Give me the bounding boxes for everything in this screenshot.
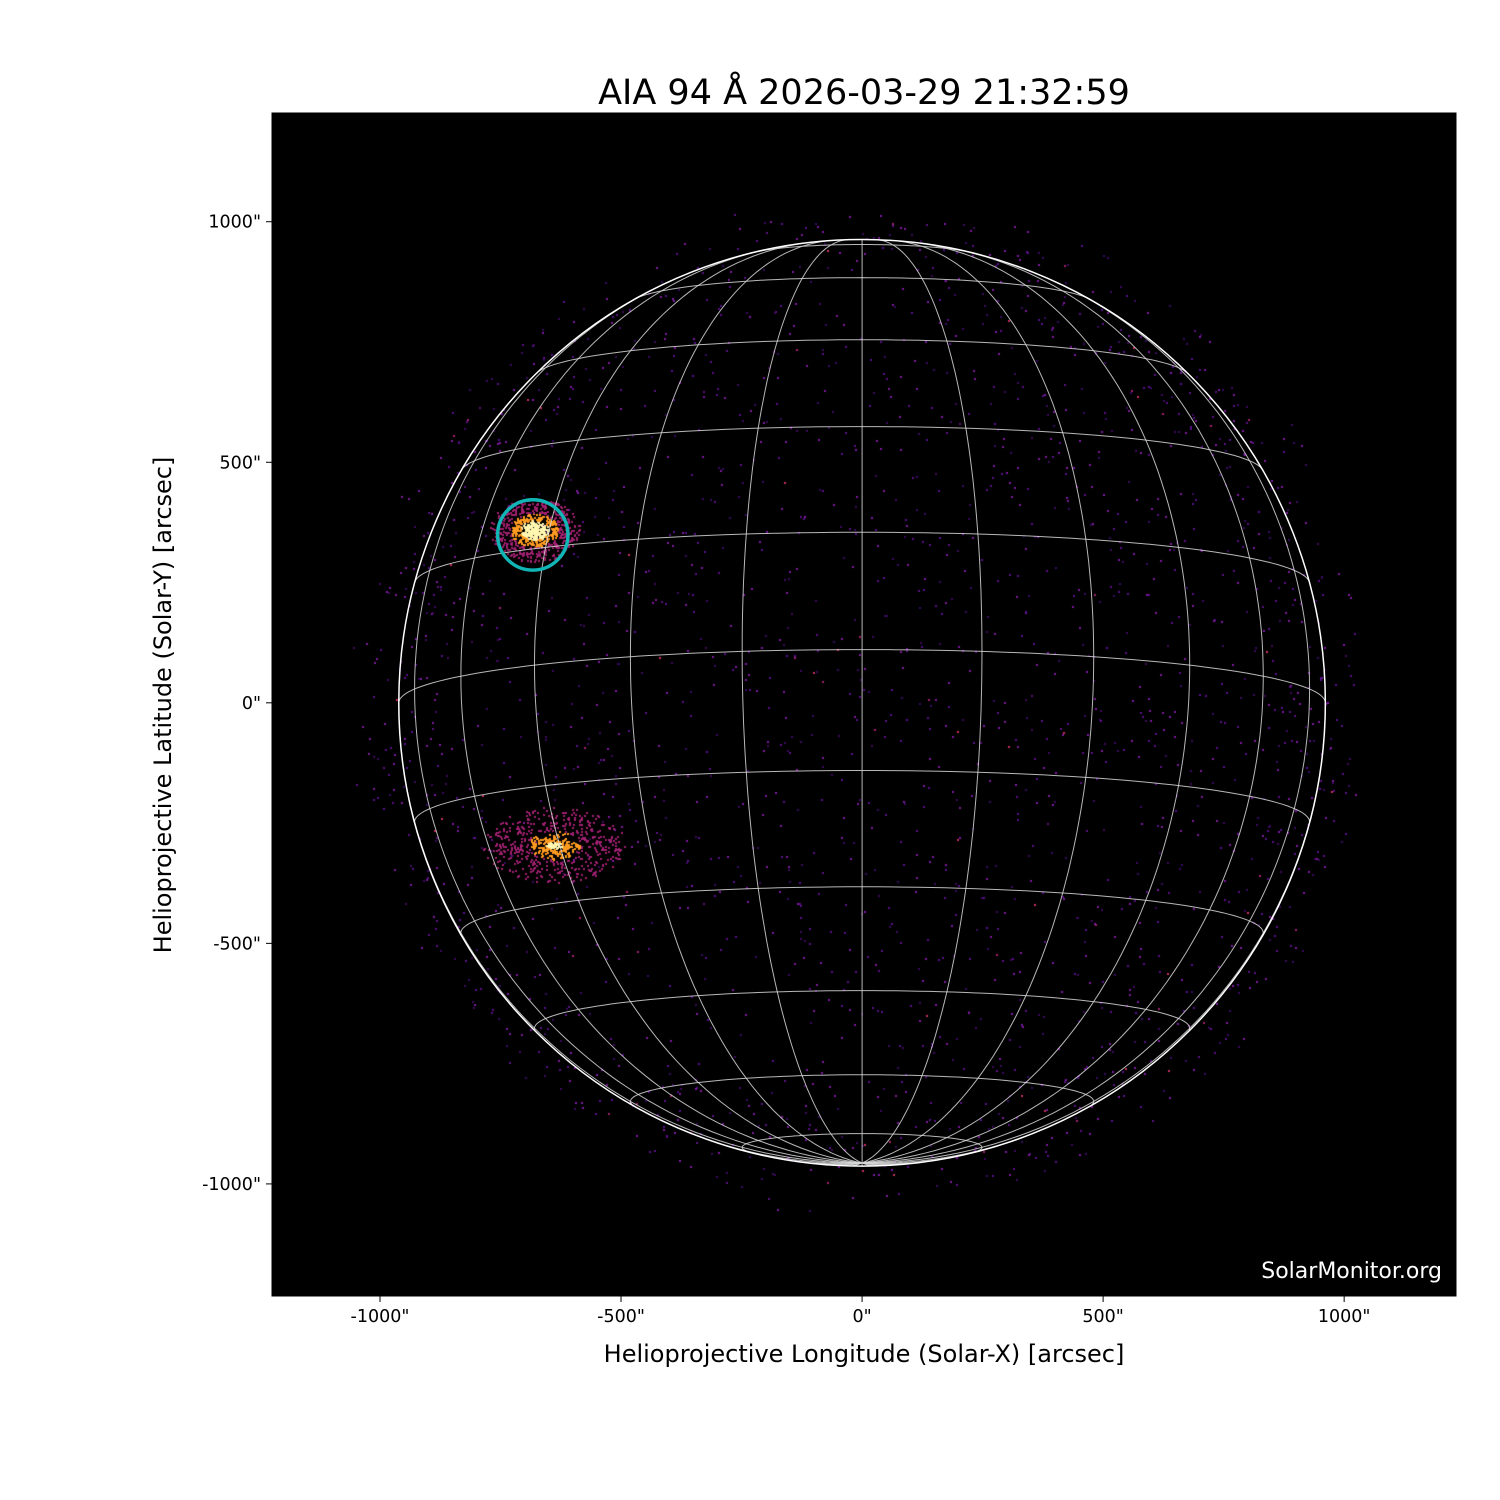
y-tick-label: 0" bbox=[242, 694, 261, 714]
y-tick-label: 1000" bbox=[208, 213, 261, 233]
longitude-line bbox=[861, 240, 1095, 1164]
x-tick-label: 500" bbox=[1082, 1307, 1123, 1327]
region-marker-circle bbox=[495, 497, 570, 572]
longitude-line bbox=[398, 702, 863, 1164]
solar-limb bbox=[398, 238, 1327, 1167]
solar-image bbox=[272, 113, 1456, 1296]
x-axis-label: Helioprojective Longitude (Solar-X) [arc… bbox=[604, 1340, 1125, 1368]
y-axis-label: Helioprojective Latitude (Solar-Y) [arcs… bbox=[149, 457, 177, 954]
heliographic-grid bbox=[398, 238, 1327, 1167]
longitude-line bbox=[862, 248, 1264, 1164]
x-tick-label: -500" bbox=[597, 1307, 645, 1327]
y-tick-label: -500" bbox=[213, 934, 261, 954]
chart-title: AIA 94 Å 2026-03-29 21:32:59 bbox=[598, 70, 1130, 113]
y-tick-label: 500" bbox=[220, 453, 261, 473]
longitude-line bbox=[533, 242, 863, 1164]
longitude-line bbox=[741, 239, 863, 1164]
longitude-line bbox=[629, 240, 863, 1164]
longitude-line bbox=[861, 239, 983, 1164]
y-tick-label: -1000" bbox=[202, 1175, 261, 1195]
longitude-line bbox=[862, 281, 1311, 1164]
x-tick-label: 0" bbox=[852, 1307, 871, 1327]
longitude-line bbox=[460, 248, 863, 1164]
longitude-line bbox=[862, 242, 1191, 1164]
longitude-line bbox=[862, 702, 1326, 1164]
longitude-line bbox=[414, 281, 863, 1164]
annotation-layer bbox=[495, 497, 570, 572]
plot-frame bbox=[271, 112, 1457, 1297]
watermark: SolarMonitor.org bbox=[1261, 1259, 1442, 1284]
x-tick-label: 1000" bbox=[1318, 1307, 1371, 1327]
x-tick-label: -1000" bbox=[351, 1307, 410, 1327]
axes: -1000" -500" 0" 500" 1000" 1000" 500" 0" -500" -1… bbox=[202, 213, 1370, 1327]
